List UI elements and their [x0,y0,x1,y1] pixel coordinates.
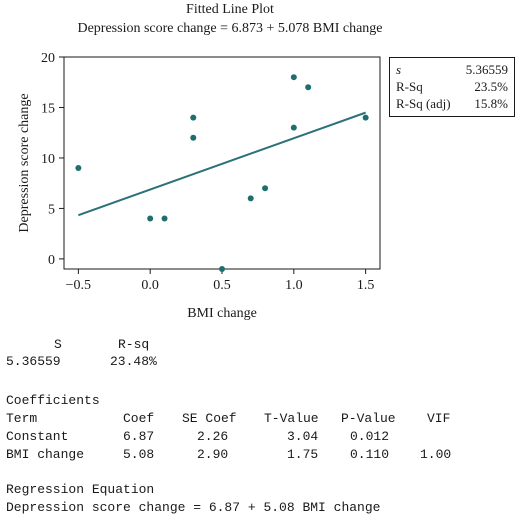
stats-label: R-Sq [396,79,423,94]
row-constant-se: 2.26 [197,429,229,444]
data-point [190,114,197,121]
row-constant-t: 3.04 [287,429,319,444]
row-bmi-coef: 5.08 [123,447,155,462]
y-tick-label: 5 [48,202,55,217]
row-bmi-term: BMI change [6,447,85,462]
data-point [161,215,168,222]
regression-heading: Regression Equation [6,482,155,497]
row-bmi-p: 0.110 [350,447,390,462]
x-tick-label: 1.5 [357,278,375,293]
y-tick-label: 0 [48,253,55,268]
stats-value: 15.8% [474,96,508,111]
data-point [362,114,369,121]
chart-subtitle: Depression score change = 6.873 + 5.078 … [77,21,383,36]
data-point [75,165,82,172]
stats-value: 5.36559 [465,62,508,77]
col-header-t-value: T-Value [264,411,319,426]
summary-header-rsq: R-sq [118,337,150,352]
col-header-coef: Coef [123,411,155,426]
x-tick-label: 0.5 [213,278,231,293]
data-point [190,134,197,141]
col-header-term: Term [6,411,38,426]
y-tick-label: 10 [41,152,55,167]
x-tick-label: −0.5 [66,278,91,293]
data-point [290,124,297,131]
stats-row-s: s 5.36559 [396,62,508,80]
x-axis-label: BMI change [187,306,257,321]
stats-label: R-Sq (adj) [396,96,451,111]
summary-value-s: 5.36559 [6,354,61,369]
data-point [290,74,297,81]
y-axis-ticks: 0 5 10 15 20 [41,51,64,268]
scatter-chart: −0.5 0.0 0.5 1.0 1.5 0 5 10 15 20 BMI change Dep… [17,51,381,321]
summary-value-rsq: 23.48% [110,354,157,369]
row-constant-coef: 6.87 [123,429,155,444]
stats-row-rsq: R-Sq 23.5% [396,79,508,97]
col-header-p-value: P-Value [341,411,396,426]
col-header-vif: VIF [427,411,451,426]
row-bmi-vif: 1.00 [420,447,452,462]
coefficients-heading: Coefficients [6,393,100,408]
stats-row-rsq-adj: R-Sq (adj) 15.8% [396,96,508,114]
row-constant-term: Constant [6,429,69,444]
stats-label: s [396,62,402,77]
row-bmi-t: 1.75 [287,447,319,462]
x-tick-label: 0.0 [141,278,159,293]
row-bmi-se: 2.90 [197,447,229,462]
data-point [247,195,254,202]
data-point [305,84,312,91]
col-header-se-coef: SE Coef [182,411,237,426]
regression-equation: Depression score change = 6.87 + 5.08 BM… [6,500,381,515]
data-point [262,185,269,192]
data-point [147,215,154,222]
y-tick-label: 15 [41,101,55,116]
fitted-regression-line [78,111,366,217]
data-points [75,74,369,272]
y-axis-label: Depression score change [17,93,32,232]
x-axis-ticks: −0.5 0.0 0.5 1.0 1.5 [66,269,375,293]
summary-header-s: S [54,337,62,352]
row-constant-p: 0.012 [350,429,390,444]
stats-value: 23.5% [474,79,508,94]
y-tick-label: 20 [41,51,55,66]
data-point [219,266,225,272]
chart-title: Fitted Line Plot [186,2,274,17]
x-tick-label: 1.0 [285,278,303,293]
stats-box: s 5.36559 R-Sq 23.5% R-Sq (adj) 15.8% [389,57,515,117]
